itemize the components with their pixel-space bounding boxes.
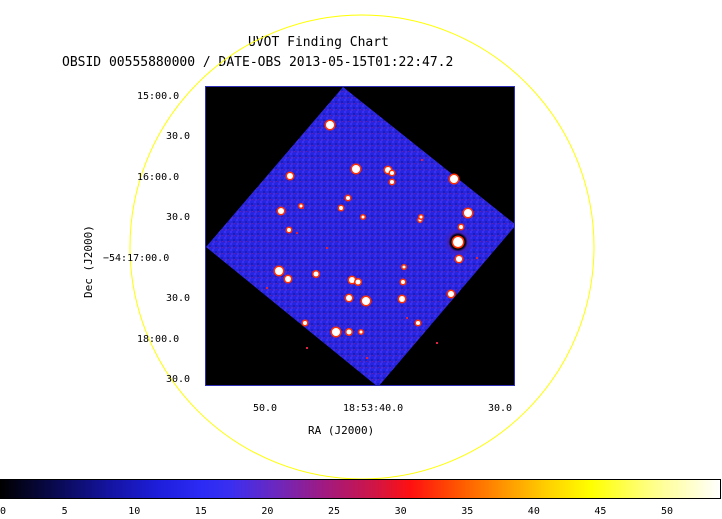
noise-speck — [406, 317, 408, 319]
noise-speck — [326, 247, 328, 249]
ra-tick-label: 18:53:40.0 — [343, 403, 404, 414]
star — [346, 196, 350, 200]
star — [326, 121, 334, 129]
sky-image — [205, 86, 515, 386]
star — [346, 295, 352, 301]
star — [359, 330, 363, 334]
noise-speck — [476, 257, 478, 259]
star — [287, 228, 291, 232]
dec-tick-label: 18:00.0 — [137, 334, 180, 345]
star — [352, 165, 360, 173]
noise-speck — [436, 342, 438, 344]
star — [339, 206, 343, 210]
dec-tick-label: 16:00.0 — [137, 172, 180, 183]
dec-axis-label: Dec (J2000) — [82, 225, 95, 298]
star — [390, 171, 394, 175]
star — [332, 328, 340, 336]
star — [346, 329, 352, 335]
star — [349, 277, 355, 283]
noise-speck — [421, 159, 423, 161]
star — [390, 180, 394, 184]
colorbar-tick-label: 0 — [0, 506, 7, 517]
star — [399, 296, 405, 302]
colorbar-tick-label: 5 — [61, 506, 68, 517]
star — [402, 265, 406, 269]
noise-speck — [302, 207, 304, 209]
star — [355, 279, 361, 285]
colorbar-tick-label: 15 — [194, 506, 207, 517]
star — [450, 175, 458, 183]
star — [285, 276, 291, 282]
star — [278, 208, 284, 214]
dec-tick-label: 30.0 — [166, 374, 191, 385]
dec-tick-label: −54:17:00.0 — [103, 253, 170, 264]
colorbar — [0, 479, 721, 499]
ra-axis-label: RA (J2000) — [308, 424, 375, 437]
star — [299, 204, 303, 208]
ra-tick-label: 30.0 — [488, 403, 513, 414]
star — [453, 237, 463, 247]
colorbar-tick-label: 30 — [394, 506, 407, 517]
colorbar-tick-label: 25 — [328, 506, 341, 517]
star — [464, 209, 472, 217]
colorbar-tick-label: 40 — [527, 506, 540, 517]
noise-speck — [366, 357, 368, 359]
star — [313, 271, 319, 277]
star — [416, 321, 420, 325]
star — [419, 215, 423, 219]
colorbar-tick-label: 45 — [594, 506, 607, 517]
star — [448, 291, 454, 297]
noise-speck — [266, 287, 268, 289]
star — [275, 267, 283, 275]
star — [401, 280, 405, 284]
star-field — [266, 119, 478, 359]
star — [362, 297, 370, 305]
colorbar-tick-label: 20 — [261, 506, 274, 517]
dec-tick-label: 15:00.0 — [137, 91, 180, 102]
dec-tick-label: 30.0 — [166, 212, 191, 223]
chart-title: UVOT Finding Chart — [248, 35, 389, 50]
star — [459, 225, 463, 229]
colorbar-tick-label: 35 — [461, 506, 474, 517]
exposure-footprint — [206, 87, 514, 385]
sky-field — [206, 87, 514, 385]
star — [456, 256, 462, 262]
noise-speck — [296, 232, 298, 234]
noise-speck — [306, 347, 308, 349]
star — [361, 215, 365, 219]
dec-tick-label: 30.0 — [166, 131, 191, 142]
star — [287, 173, 293, 179]
colorbar-tick-label: 50 — [661, 506, 674, 517]
star — [303, 321, 307, 325]
chart-subtitle: OBSID 00555880000 / DATE-OBS 2013-05-15T… — [62, 55, 454, 70]
dec-tick-label: 30.0 — [166, 293, 191, 304]
ra-tick-label: 50.0 — [253, 403, 278, 414]
colorbar-tick-label: 10 — [128, 506, 141, 517]
